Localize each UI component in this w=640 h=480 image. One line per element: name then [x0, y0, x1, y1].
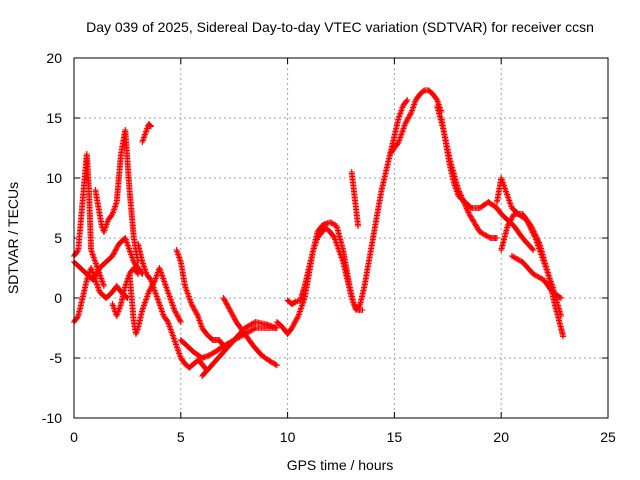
x-axis-label: GPS time / hours [287, 457, 394, 473]
series-track-22 [508, 253, 564, 301]
series-track-19 [434, 103, 500, 241]
data-marker-path [92, 127, 142, 265]
series-track-16 [357, 87, 445, 307]
series-track-9 [173, 247, 227, 349]
series-track-21 [498, 211, 567, 340]
y-tick-label: 5 [54, 230, 62, 246]
x-tick-label: 0 [70, 429, 78, 445]
data-marker-path [498, 211, 567, 340]
x-tick-label: 10 [280, 429, 296, 445]
series-track-7 [139, 121, 154, 145]
x-tick-label: 15 [387, 429, 403, 445]
y-axis-label: SDTVAR / TECUs [5, 182, 21, 294]
y-tick-label: 10 [46, 170, 62, 186]
y-tick-label: 0 [54, 290, 62, 306]
x-tick-label: 20 [493, 429, 509, 445]
data-marker-path [139, 121, 154, 145]
data-marker-path [508, 253, 564, 301]
plot-frame [73, 57, 609, 419]
chart-title: Day 039 of 2025, Sidereal Day-to-day VTE… [86, 19, 594, 35]
series-track-8 [135, 241, 210, 373]
series-track-12 [220, 295, 280, 369]
data-markers [71, 87, 567, 379]
data-marker-path [348, 169, 362, 229]
data-marker-path [220, 295, 280, 369]
series-track-15 [348, 169, 362, 229]
series-track-17 [387, 97, 411, 157]
series-track-18 [438, 115, 537, 253]
y-tick-label: -10 [42, 410, 62, 426]
data-marker-path [387, 97, 411, 157]
y-tick-label: -5 [50, 350, 63, 366]
data-marker-path [135, 241, 210, 373]
x-tick-label: 25 [600, 429, 616, 445]
data-marker-path [357, 87, 445, 307]
axis-ticks: 0 5 10 15 20 25 -10 -5 0 5 10 15 20 [42, 50, 616, 445]
x-tick-label: 5 [177, 429, 185, 445]
data-marker-path [434, 103, 500, 241]
y-tick-label: 15 [46, 110, 62, 126]
data-marker-path [199, 319, 280, 379]
data-marker-path [173, 247, 227, 349]
series-track-14 [284, 225, 364, 313]
series-track-11 [199, 319, 280, 379]
y-tick-label: 20 [46, 50, 62, 66]
data-marker-path [126, 265, 184, 337]
data-marker-path [438, 115, 537, 253]
series-track-4 [92, 127, 142, 265]
series-track-6 [126, 265, 184, 337]
data-marker-path [284, 225, 364, 313]
